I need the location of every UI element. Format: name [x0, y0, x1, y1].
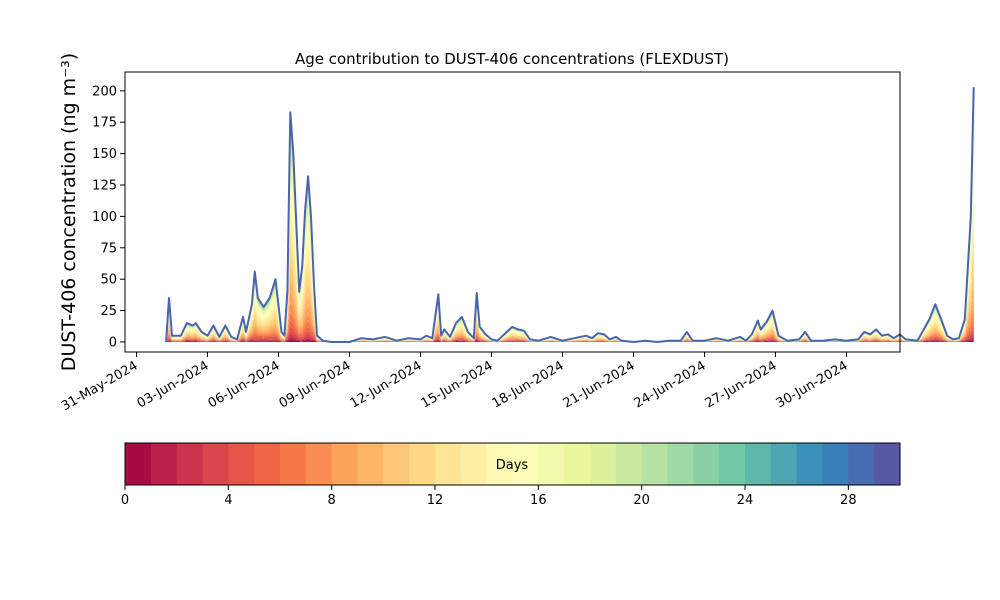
colorbar-cell [874, 443, 901, 485]
colorbar-cells [125, 443, 901, 485]
age-band-3 [166, 329, 974, 342]
y-tick-label: 175 [92, 116, 117, 131]
y-tick-label: 75 [100, 241, 117, 256]
total-concentration-line [165, 87, 975, 343]
colorbar-tick-label: 20 [633, 493, 650, 508]
colorbar-cell [512, 443, 539, 485]
colorbar-cell [460, 443, 488, 485]
age-bands [166, 87, 974, 343]
x-tick-label: 18-Jun-2024 [490, 358, 567, 411]
x-tick-label: 24-Jun-2024 [632, 358, 709, 411]
y-tick-label: 0 [109, 335, 117, 350]
colorbar-cell [331, 443, 358, 485]
colorbar-cell [254, 443, 281, 485]
age-band-1 [166, 336, 974, 342]
colorbar-cell [228, 443, 255, 485]
colorbar-tick-label: 8 [328, 493, 336, 508]
y-tick-label: 50 [100, 273, 117, 288]
age-band-0 [166, 339, 974, 342]
colorbar-tick-label: 24 [737, 493, 754, 508]
y-tick-label: 200 [92, 84, 117, 99]
colorbar-cell [719, 443, 746, 485]
y-tick-label: 100 [92, 210, 117, 225]
colorbar-cell [435, 443, 462, 485]
colorbar-cell [693, 443, 720, 485]
x-tick-label: 21-Jun-2024 [561, 358, 638, 411]
colorbar-cell [590, 443, 617, 485]
y-axis: 0 25 50 75 100 125 150 175 200 [92, 84, 125, 350]
colorbar-cell [409, 443, 436, 485]
colorbar-cell [822, 443, 849, 485]
colorbar-cell [305, 443, 333, 485]
colorbar-cell [383, 443, 410, 485]
age-band-4 [166, 324, 974, 342]
colorbar-cell [125, 443, 152, 485]
colorbar-cell [848, 443, 875, 485]
x-axis: 31-May-202403-Jun-202406-Jun-202409-Jun-… [59, 352, 851, 414]
colorbar-tick-label: 16 [530, 493, 547, 508]
colorbar-ticks: 0 4 8 12 16 20 24 28 [121, 485, 857, 508]
colorbar-cell [486, 443, 513, 485]
colorbar-cell [357, 443, 384, 485]
colorbar-tick-label: 28 [840, 493, 857, 508]
colorbar-cell [150, 443, 178, 485]
colorbar-cell [615, 443, 643, 485]
colorbar-label: Days [496, 458, 529, 473]
colorbar-cell [202, 443, 229, 485]
colorbar-tick-label: 12 [427, 493, 444, 508]
x-tick-label: 09-Jun-2024 [277, 358, 354, 411]
age-band-5 [166, 318, 974, 342]
colorbar-cell [770, 443, 798, 485]
colorbar-cell [667, 443, 694, 485]
colorbar-frame [124, 442, 901, 486]
x-tick-label: 27-Jun-2024 [703, 358, 780, 411]
plot-frame [124, 71, 901, 353]
colorbar-cell [796, 443, 823, 485]
colorbar-tick-label: 4 [224, 493, 232, 508]
x-tick-label: 06-Jun-2024 [206, 358, 283, 411]
chart-title: Age contribution to DUST-406 concentrati… [295, 50, 729, 68]
x-tick-label: 15-Jun-2024 [419, 358, 496, 411]
colorbar-cell [280, 443, 307, 485]
y-tick-label: 25 [100, 304, 117, 319]
colorbar-cell [538, 443, 565, 485]
x-tick-label: 12-Jun-2024 [348, 358, 425, 411]
y-axis-label: DUST-406 concentration (ng m⁻³) [58, 53, 80, 371]
colorbar: Days 0 4 8 12 16 20 24 28 [121, 442, 901, 508]
colorbar-cell [564, 443, 591, 485]
y-tick-label: 125 [92, 179, 117, 194]
colorbar-cell [745, 443, 772, 485]
x-tick-label: 30-Jun-2024 [774, 358, 851, 411]
colorbar-cell [176, 443, 203, 485]
colorbar-tick-label: 0 [121, 493, 129, 508]
plot-area [124, 71, 975, 353]
y-tick-label: 150 [92, 147, 117, 162]
colorbar-cell [641, 443, 668, 485]
age-band-2 [166, 333, 974, 342]
x-tick-label: 03-Jun-2024 [135, 358, 212, 411]
